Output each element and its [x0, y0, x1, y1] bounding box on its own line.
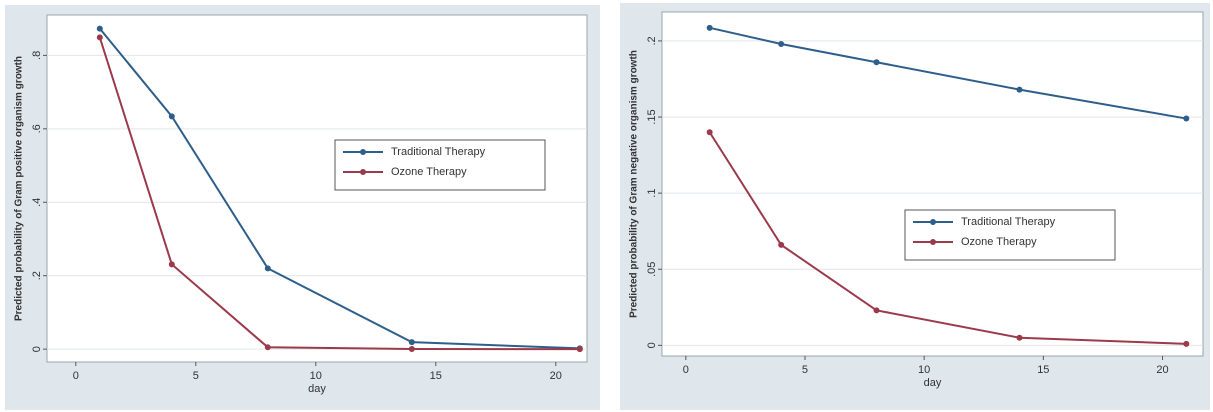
data-point [706, 129, 713, 136]
y-tick-label: .1 [646, 189, 658, 198]
y-tick-label: 0 [31, 346, 43, 352]
data-point [264, 344, 271, 351]
data-point [1016, 86, 1023, 93]
x-axis-label: day [308, 383, 326, 395]
data-point [873, 307, 880, 314]
y-axis-label: Predicted probability of Gram negative o… [629, 50, 640, 318]
x-tick-label: 0 [73, 370, 79, 382]
y-axis-label: Predicted probability of Gram positive o… [14, 56, 25, 321]
plot-area [661, 11, 1204, 357]
y-tick-label: .6 [31, 124, 43, 133]
data-point [778, 40, 785, 47]
data-point [96, 25, 103, 32]
x-tick-label: 10 [310, 370, 322, 382]
legend-marker [930, 219, 936, 225]
x-tick-label: 15 [1037, 364, 1049, 376]
data-point [1183, 115, 1190, 122]
data-point [576, 346, 583, 353]
data-point [408, 339, 415, 346]
legend-label: Traditional Therapy [391, 146, 486, 158]
legend-label: Ozone Therapy [391, 166, 467, 178]
y-tick-label: .2 [646, 36, 658, 45]
x-tick-label: 0 [683, 364, 689, 376]
legend-marker [360, 149, 366, 155]
y-tick-label: 0 [646, 342, 658, 348]
data-point [1016, 334, 1023, 341]
x-tick-label: 5 [802, 364, 808, 376]
y-tick-label: .05 [646, 262, 658, 277]
x-axis-label: day [924, 377, 942, 389]
x-tick-label: 5 [193, 370, 199, 382]
data-point [264, 265, 271, 272]
data-point [408, 345, 415, 352]
y-tick-label: .4 [31, 198, 43, 207]
data-point [873, 59, 880, 66]
y-tick-label: .2 [31, 271, 43, 280]
legend-marker [930, 239, 936, 245]
data-point [706, 24, 713, 31]
y-tick-label: .15 [646, 109, 658, 124]
data-point [168, 113, 175, 120]
x-tick-label: 20 [1156, 364, 1168, 376]
legend-label: Traditional Therapy [961, 216, 1056, 228]
legend-marker [360, 169, 366, 175]
data-point [778, 241, 785, 248]
x-tick-label: 20 [550, 370, 562, 382]
x-tick-label: 15 [430, 370, 442, 382]
data-point [168, 261, 175, 268]
data-point [96, 34, 103, 41]
y-tick-label: .8 [31, 51, 43, 60]
x-tick-label: 10 [918, 364, 930, 376]
legend-label: Ozone Therapy [961, 236, 1037, 248]
legend-box [334, 139, 546, 191]
data-point [1183, 340, 1190, 347]
legend-box [904, 209, 1116, 261]
